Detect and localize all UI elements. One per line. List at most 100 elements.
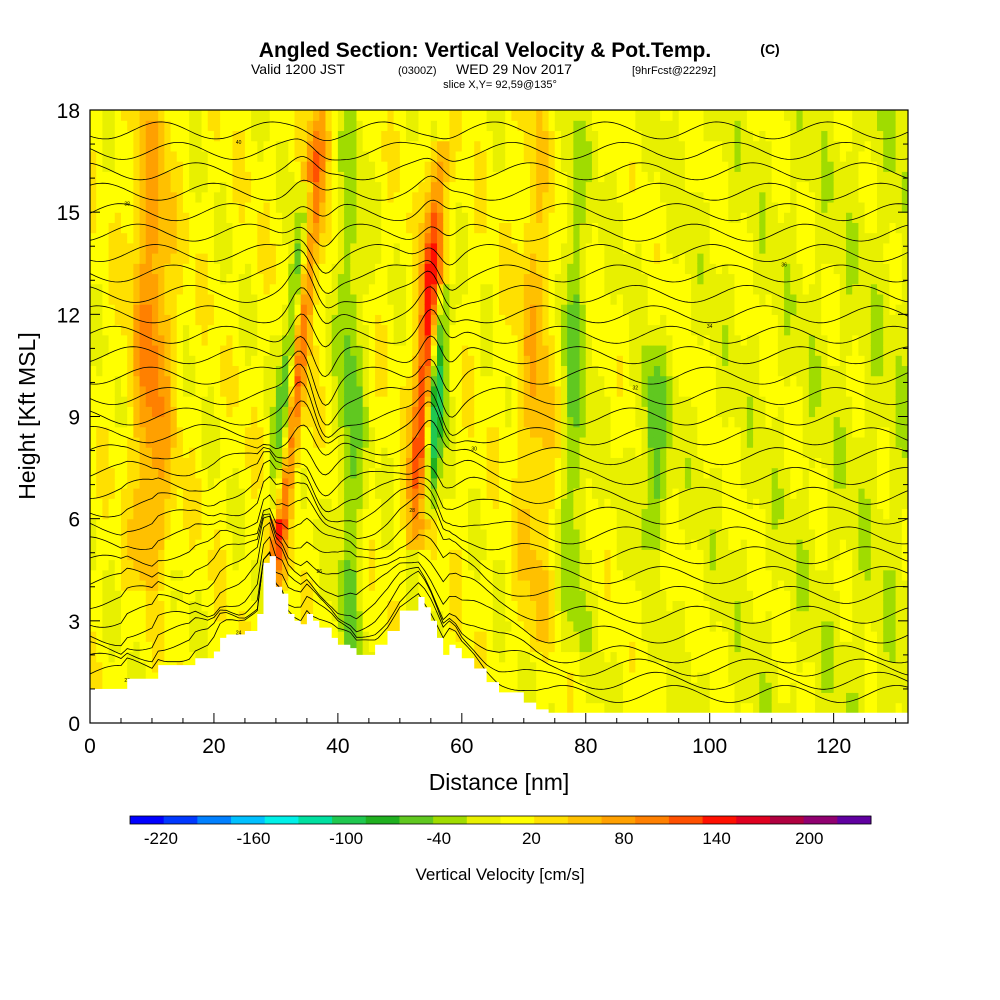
velocity-cell	[455, 324, 463, 336]
velocity-cell	[468, 498, 475, 510]
velocity-cell	[430, 385, 438, 397]
velocity-cell	[275, 140, 283, 152]
velocity-cell	[598, 590, 605, 601]
velocity-cell	[499, 283, 506, 295]
velocity-cell	[282, 181, 289, 193]
velocity-cell	[474, 385, 482, 397]
velocity-cell	[523, 375, 531, 387]
velocity-cell	[548, 222, 556, 234]
velocity-cell	[356, 457, 364, 469]
velocity-cell	[319, 355, 327, 367]
velocity-cell	[319, 140, 327, 152]
velocity-cell	[468, 314, 475, 326]
velocity-cell	[461, 426, 469, 438]
velocity-cell	[139, 641, 147, 653]
velocity-cell	[244, 559, 252, 571]
velocity-cell	[139, 150, 147, 162]
velocity-cell	[449, 467, 457, 479]
velocity-cell	[251, 344, 258, 356]
velocity-cell	[145, 416, 153, 428]
velocity-cell	[90, 130, 97, 142]
velocity-cell	[449, 161, 457, 172]
velocity-cell	[238, 416, 246, 428]
velocity-cell	[139, 498, 147, 510]
velocity-cell	[195, 120, 203, 132]
velocity-cell	[368, 120, 376, 132]
velocity-cell	[523, 549, 531, 561]
velocity-cell	[294, 426, 302, 438]
velocity-cell	[331, 304, 339, 315]
velocity-cell	[306, 549, 314, 561]
velocity-cell	[201, 191, 209, 203]
velocity-cell	[158, 355, 165, 367]
velocity-cell	[375, 416, 382, 428]
velocity-cell	[145, 651, 153, 663]
velocity-cell	[368, 171, 376, 183]
velocity-cell	[325, 171, 333, 183]
velocity-cell	[114, 161, 122, 172]
velocity-cell	[232, 375, 240, 387]
velocity-cell	[319, 396, 327, 407]
velocity-cell	[127, 416, 134, 428]
velocity-cell	[511, 477, 519, 489]
velocity-cell	[461, 201, 469, 213]
velocity-cell	[511, 498, 519, 510]
velocity-cell	[412, 263, 420, 275]
velocity-cell	[207, 191, 215, 203]
velocity-cell	[591, 518, 599, 530]
velocity-cell	[114, 579, 122, 591]
velocity-cell	[350, 498, 358, 510]
velocity-cell	[406, 590, 413, 601]
velocity-cell	[455, 355, 463, 367]
velocity-cell	[344, 416, 351, 428]
velocity-cell	[437, 263, 444, 275]
velocity-cell	[412, 293, 420, 305]
velocity-cell	[319, 610, 327, 622]
velocity-cell	[356, 140, 364, 152]
velocity-cell	[499, 375, 506, 387]
chart-title-unit: (C)	[760, 41, 779, 57]
velocity-cell	[585, 242, 593, 254]
velocity-cell	[542, 396, 550, 407]
velocity-cell	[529, 171, 537, 183]
velocity-cell	[300, 130, 308, 142]
velocity-cell	[288, 436, 296, 448]
velocity-cell	[201, 171, 209, 183]
velocity-cell	[418, 110, 426, 121]
velocity-cell	[598, 477, 605, 489]
velocity-cell	[517, 518, 525, 530]
velocity-cell	[158, 181, 165, 193]
velocity-cell	[486, 610, 494, 622]
velocity-cell	[449, 406, 457, 418]
velocity-cell	[127, 498, 134, 510]
velocity-cell	[114, 140, 122, 152]
velocity-cell	[306, 396, 314, 407]
velocity-cell	[542, 273, 550, 285]
velocity-cell	[90, 304, 97, 315]
velocity-cell	[232, 528, 240, 540]
velocity-cell	[226, 467, 234, 479]
velocity-cell	[306, 385, 314, 397]
velocity-cell	[424, 283, 432, 295]
velocity-cell	[480, 396, 488, 407]
velocity-cell	[325, 334, 333, 346]
velocity-cell	[560, 161, 568, 172]
velocity-cell	[275, 569, 283, 581]
velocity-cell	[102, 334, 110, 346]
velocity-cell	[573, 110, 581, 121]
velocity-cell	[133, 579, 141, 591]
velocity-cell	[474, 559, 482, 571]
velocity-cell	[505, 610, 512, 622]
velocity-cell	[461, 304, 469, 315]
velocity-cell	[176, 273, 184, 285]
velocity-cell	[449, 457, 457, 469]
velocity-cell	[573, 212, 581, 223]
velocity-cell	[554, 457, 562, 469]
velocity-cell	[387, 181, 395, 193]
velocity-cell	[375, 283, 382, 295]
velocity-cell	[499, 477, 506, 489]
velocity-cell	[331, 569, 339, 581]
velocity-cell	[430, 191, 438, 203]
velocity-cell	[244, 283, 252, 295]
velocity-cell	[573, 283, 581, 295]
